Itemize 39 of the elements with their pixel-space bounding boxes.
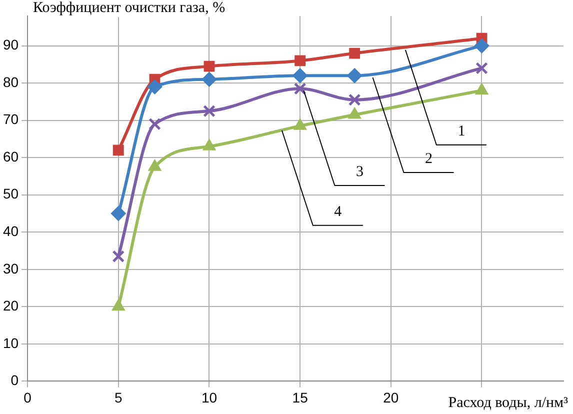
point [347, 68, 362, 84]
x-tick-label: 0 [24, 389, 32, 406]
point [348, 94, 361, 106]
annotation: 2 [424, 150, 432, 167]
y-tick-label: 40 [2, 223, 19, 239]
y-tick-label: 90 [2, 36, 19, 53]
y-axis-title: Коэффициент очистки газа, % [30, 0, 228, 17]
y-tick-label: 30 [2, 260, 19, 276]
point [204, 60, 215, 72]
point [294, 55, 306, 66]
point [294, 82, 306, 95]
point [349, 48, 360, 59]
point [475, 83, 488, 95]
y-tick-label: 10 [2, 334, 19, 351]
annotation: 3 [356, 164, 364, 180]
y-tick-label: 50 [2, 186, 19, 202]
y-tick-label: 80 [2, 74, 19, 90]
point [292, 68, 308, 84]
x-tick-label: 5 [114, 389, 123, 406]
annotation: 4 [334, 204, 342, 220]
point [112, 299, 125, 311]
point [203, 104, 216, 118]
point [112, 144, 124, 156]
x-tick-label: 20 [383, 389, 399, 406]
y-tick-label: 0 [10, 372, 19, 388]
point [112, 250, 125, 263]
y-tick-label: 60 [2, 148, 19, 164]
y-tick-label: 20 [2, 298, 19, 314]
point [476, 62, 488, 74]
x-tick-label: 10 [201, 389, 218, 406]
point [110, 206, 126, 222]
point [474, 38, 490, 54]
point [148, 118, 161, 130]
annotation: 1 [458, 123, 466, 140]
x-tick-label: 15 [292, 389, 308, 406]
y-tick-label: 70 [2, 111, 19, 128]
x-axis-title: Расход воды, л/нм³ [445, 395, 571, 412]
point [147, 79, 162, 94]
point [202, 72, 217, 87]
